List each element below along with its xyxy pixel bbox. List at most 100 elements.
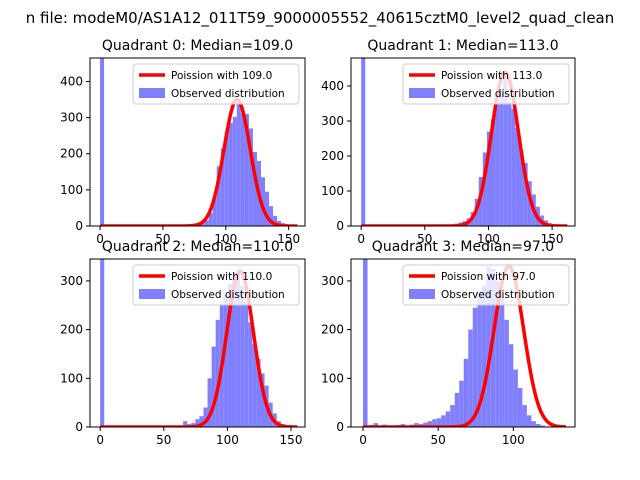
- y-tick-label: 400: [60, 74, 83, 88]
- histogram-bar: [208, 212, 213, 226]
- plot-area: [99, 259, 299, 427]
- legend-observed-swatch: [409, 88, 435, 98]
- histogram-bar: [204, 220, 209, 226]
- legend-box: [402, 63, 570, 105]
- subplot-quadrant-0: 0 50 100 150 0 100 200 300 400 Quadrant 0: Median…: [60, 38, 306, 246]
- histogram-bar: [482, 152, 487, 226]
- x-tick-label: 100: [216, 433, 239, 447]
- legend-box: [132, 63, 300, 105]
- histogram-bar: [507, 101, 512, 226]
- histogram-bar: [515, 128, 520, 226]
- histogram-bar: [503, 72, 508, 226]
- histogram-bar: [207, 378, 212, 427]
- legend: Poission with 97.0 Observed distribution: [402, 264, 570, 306]
- y-tick-label: 100: [321, 371, 344, 385]
- histogram-bar: [195, 419, 200, 427]
- histogram-bar: [481, 285, 487, 427]
- histogram-bar: [248, 322, 253, 427]
- x-tick-label: 0: [96, 232, 104, 246]
- poisson-fit-line: [362, 264, 567, 427]
- y-tick-label: 400: [321, 79, 344, 93]
- histogram-bar: [486, 266, 491, 427]
- histogram-bar: [432, 419, 437, 427]
- subplot-title: Quadrant 0: Median=109.0: [102, 38, 293, 54]
- legend-observed-swatch: [139, 88, 165, 98]
- histogram-bar: [232, 116, 237, 226]
- histogram-bar: [248, 128, 253, 226]
- y-tick-label: 300: [60, 111, 83, 125]
- legend: Poission with 113.0 Observed distribution: [402, 63, 570, 105]
- legend-observed-label: Observed distribution: [171, 88, 285, 100]
- histogram-bar: [441, 415, 446, 427]
- histogram-bar: [513, 369, 518, 427]
- histogram-bar: [423, 422, 428, 427]
- x-tick-label: 100: [214, 232, 237, 246]
- histogram-bar: [183, 421, 188, 427]
- histogram-bar: [220, 148, 225, 226]
- histogram-bar: [265, 191, 270, 226]
- histogram-bar: [450, 405, 455, 427]
- histogram-bar: [252, 344, 257, 427]
- histogram-bar: [269, 206, 274, 226]
- histogram-bar: [490, 268, 496, 427]
- x-tick-label: 150: [280, 433, 303, 447]
- histogram-bar: [535, 424, 541, 427]
- histogram-bar: [517, 388, 523, 427]
- histogram-bar: [526, 415, 532, 427]
- subplot-quadrant-1: 0 50 100 150 0 100 200 300 400 Quadrant 1: Median…: [321, 38, 576, 246]
- y-tick-label: 0: [75, 420, 83, 434]
- histogram-bar: [212, 197, 217, 226]
- histogram-bar: [499, 92, 504, 226]
- histogram-bar: [216, 166, 221, 226]
- figure-suptitle: n file: modeM0/AS1A12_011T59_9000005552_…: [26, 9, 615, 28]
- poisson-fit-line: [360, 70, 569, 226]
- histogram-bar: [495, 102, 500, 226]
- histogram-bar: [459, 380, 464, 427]
- subplot-quadrant-2: 0 50 100 150 0 100 200 300 Quadrant 2: Median=11…: [60, 239, 306, 447]
- y-tick-label: 0: [336, 219, 344, 233]
- axes-frame: [350, 57, 576, 227]
- legend-observed-swatch: [139, 289, 165, 299]
- histogram-bar: [228, 123, 233, 226]
- x-tick-label: 50: [156, 433, 171, 447]
- y-tick-label: 100: [60, 371, 83, 385]
- x-tick-label: 50: [155, 232, 170, 246]
- y-tick-label: 100: [321, 184, 344, 198]
- histogram-bar: [231, 272, 237, 427]
- histogram-bar: [508, 344, 514, 427]
- plot-area: [362, 259, 567, 427]
- histogram-bar: [522, 405, 527, 427]
- histogram-bar: [491, 119, 496, 226]
- legend-fit-label: Poission with 110.0: [171, 271, 272, 283]
- histogram-bar: [236, 271, 241, 427]
- histogram-bar: [211, 346, 216, 427]
- histogram-bar: [454, 392, 460, 427]
- histogram-bar: [531, 421, 536, 427]
- histogram-bar-zero: [363, 259, 368, 427]
- x-tick-label: 0: [357, 232, 365, 246]
- subplot-title: Quadrant 3: Median=97.0: [372, 239, 554, 255]
- x-tick-label: 100: [502, 433, 525, 447]
- histogram-bar-zero: [361, 58, 366, 226]
- legend: Poission with 110.0 Observed distribution: [132, 264, 300, 306]
- histogram-bar: [427, 421, 433, 427]
- histogram-bar-zero: [100, 58, 105, 226]
- histogram-bar: [504, 319, 509, 427]
- histogram-bar: [445, 411, 451, 427]
- y-tick-label: 200: [60, 147, 83, 161]
- x-tick-label: 100: [477, 232, 500, 246]
- histogram-bar: [499, 296, 505, 427]
- subplot-title: Quadrant 1: Median=113.0: [367, 38, 558, 54]
- histogram-bar: [256, 358, 261, 427]
- x-tick-label: 0: [96, 433, 104, 447]
- histogram-bar: [477, 291, 482, 427]
- legend-observed-label: Observed distribution: [441, 88, 555, 100]
- legend-observed-label: Observed distribution: [171, 289, 285, 301]
- x-tick-label: 50: [417, 232, 432, 246]
- histogram-bar: [240, 285, 245, 427]
- histogram-bar: [244, 302, 249, 427]
- histogram-bar: [463, 358, 469, 427]
- histogram-bar: [227, 283, 232, 427]
- histogram-bar: [240, 113, 245, 226]
